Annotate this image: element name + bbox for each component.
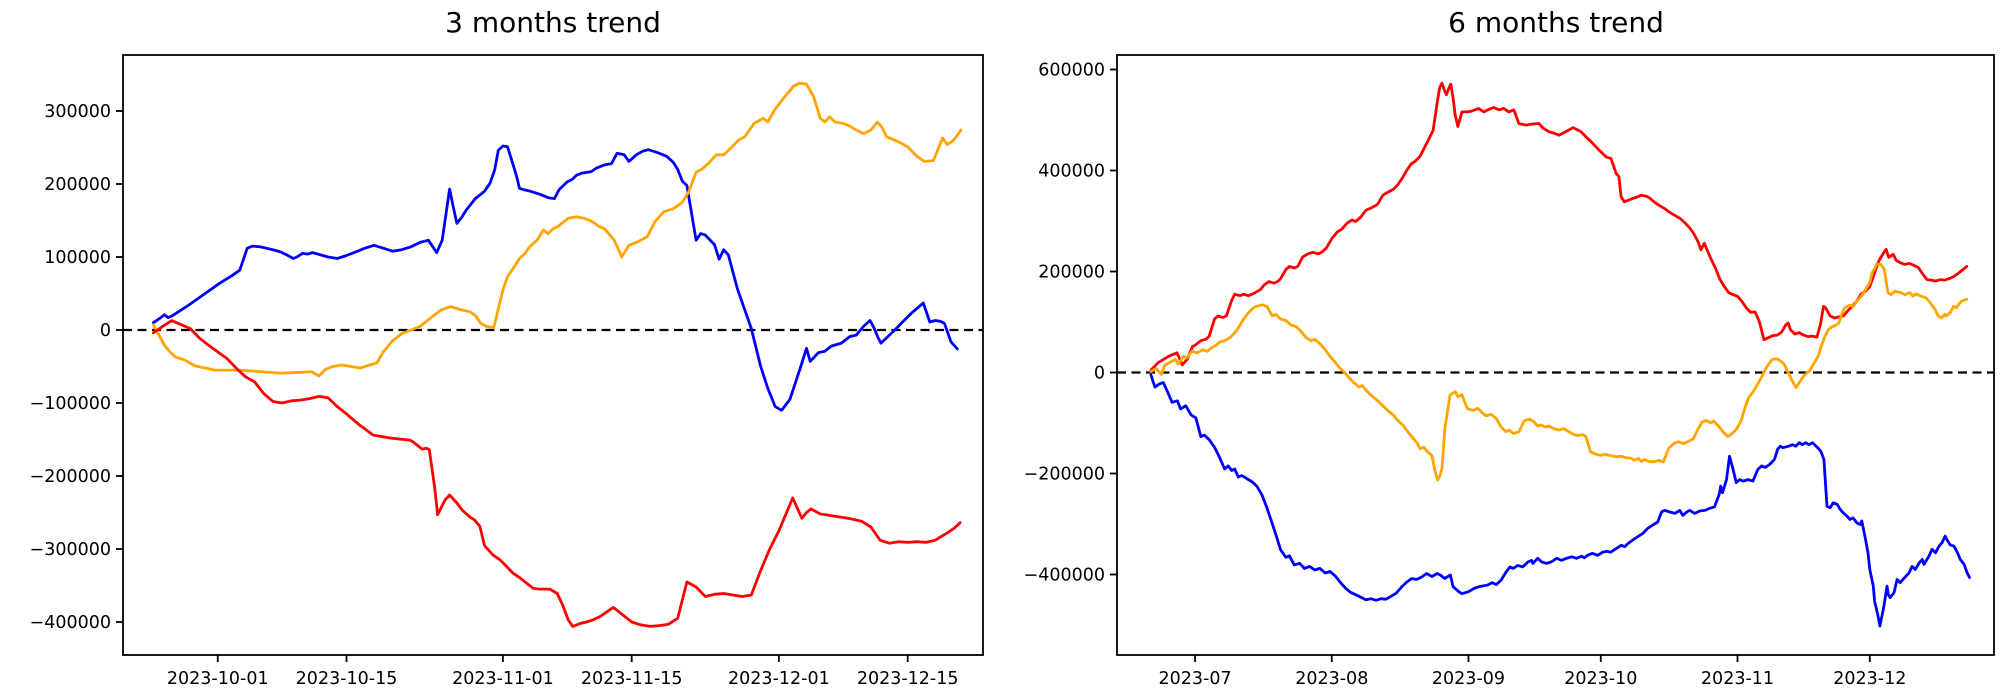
left-series-orange-line [151, 81, 963, 378]
right-y-tick-label: 600000 [1038, 61, 1105, 81]
right-y-tick-label: −400000 [1024, 566, 1105, 586]
right-y-tick-label: 0 [1094, 364, 1105, 384]
left-x-tick-label: 2023-10-15 [296, 669, 398, 689]
left-y-tick-label: 300000 [44, 102, 111, 122]
right-x-tick-label: 2023-10 [1564, 669, 1637, 689]
right-x-tick-label: 2023-09 [1432, 669, 1505, 689]
right-series-orange-line [1149, 262, 1969, 482]
right-y-tick-label: 400000 [1038, 162, 1105, 182]
right-y-tick-label: −200000 [1024, 465, 1105, 485]
chart-title-6-months: 6 months trend [1448, 6, 1664, 39]
left-y-tick-label: −300000 [30, 540, 111, 560]
left-y-tick-label: 0 [100, 321, 111, 341]
left-x-tick-label: 2023-12-01 [728, 669, 830, 689]
right-series-red-line [1149, 81, 1969, 372]
left-y-tick-label: 100000 [44, 248, 111, 268]
right-x-tick-label: 2023-07 [1158, 669, 1231, 689]
right-x-tick-label: 2023-12 [1833, 669, 1906, 689]
right-x-tick-label: 2023-08 [1295, 669, 1368, 689]
left-y-tick-label: −200000 [30, 467, 111, 487]
right-series-blue-line [1149, 373, 1971, 628]
left-x-tick-label: 2023-11-01 [452, 669, 554, 689]
left-y-tick-label: −400000 [30, 613, 111, 633]
left-x-tick-label: 2023-11-15 [581, 669, 683, 689]
left-series-red-line [151, 319, 962, 628]
left-y-tick-label: −100000 [30, 394, 111, 414]
left-axes-spines [122, 54, 984, 656]
left-x-tick-label: 2023-10-01 [167, 669, 269, 689]
left-x-tick-label: 2023-12-15 [857, 669, 959, 689]
left-y-tick-label: 200000 [44, 175, 111, 195]
chart-title-3-months: 3 months trend [445, 6, 661, 39]
right-axes-spines [1116, 54, 1995, 656]
right-x-tick-label: 2023-11 [1701, 669, 1774, 689]
right-y-tick-label: 200000 [1038, 263, 1105, 283]
left-series-blue-line [151, 144, 959, 412]
